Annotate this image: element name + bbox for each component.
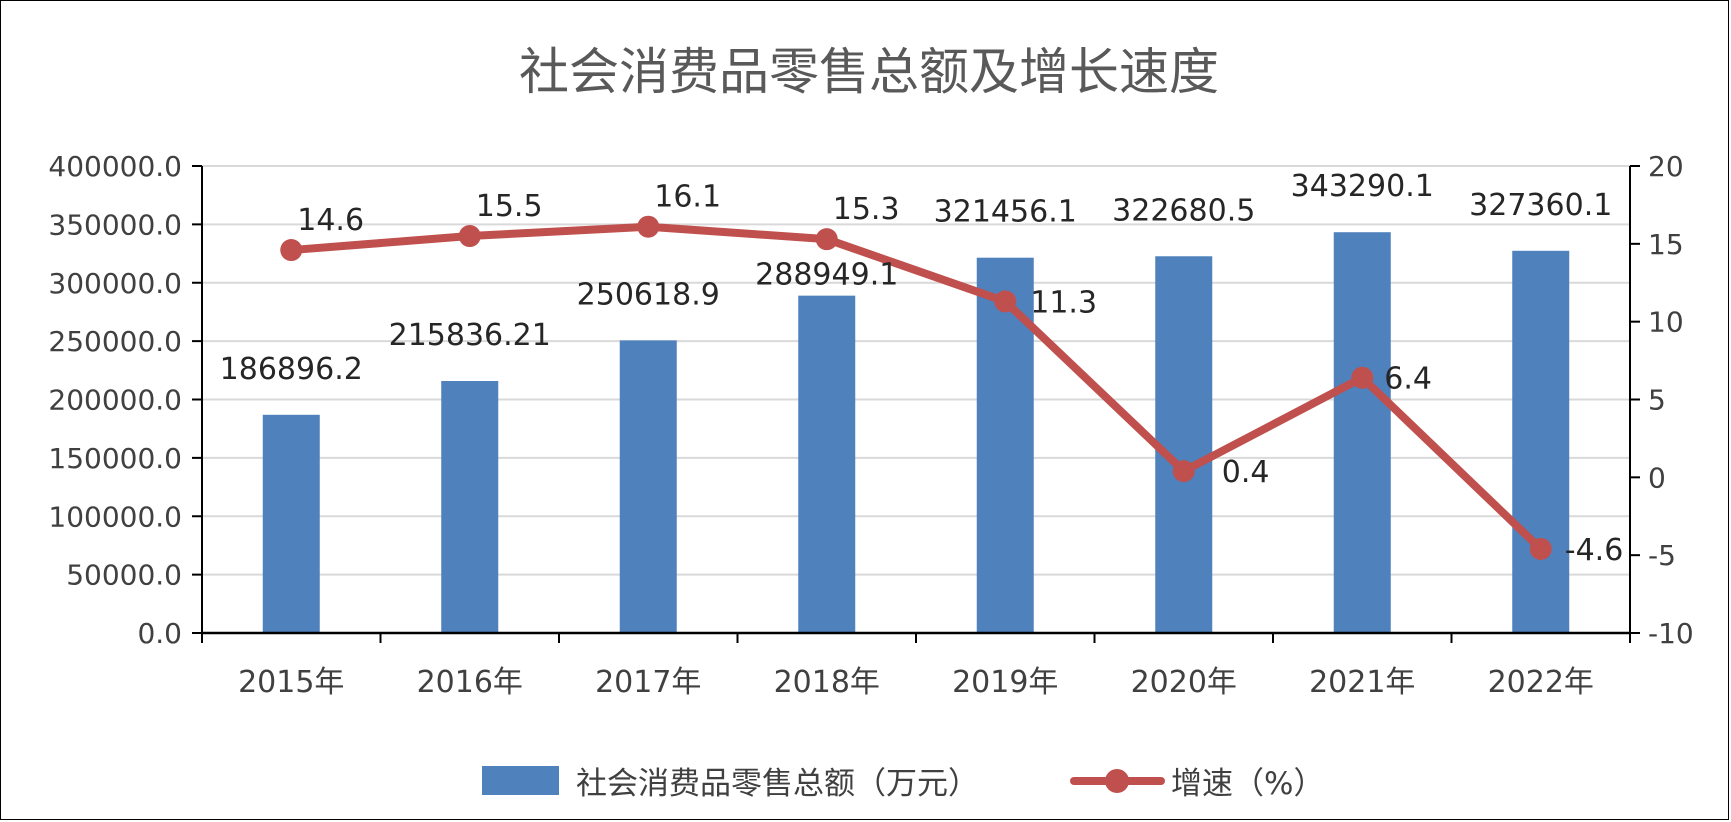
line-value-label: -4.6: [1565, 533, 1624, 568]
legend: 社会消费品零售总额（万元） 增速（%）: [482, 766, 1324, 802]
bar-2019年: [976, 257, 1034, 633]
y-left-tick-label: 50000.0: [66, 559, 182, 592]
y-left-tick-label: 300000.0: [48, 267, 182, 300]
growth-rate-point-2017年: [637, 215, 660, 238]
growth-rate-point-2019年: [994, 290, 1017, 313]
y-left-tick-label: 0.0: [137, 617, 182, 650]
growth-rate-point-2015年: [280, 239, 303, 262]
x-tick-label: 2020年: [1131, 665, 1237, 700]
bar-value-label: 250618.9: [577, 277, 720, 312]
line-value-label: 0.4: [1222, 455, 1270, 490]
bar-2021年: [1333, 232, 1391, 633]
growth-rate-line: [287, 222, 1545, 553]
bar-2022年: [1512, 250, 1570, 634]
bar-value-label: 288949.1: [755, 258, 898, 293]
bar-value-label: 321456.1: [934, 195, 1077, 230]
y-left-tick-label: 150000.0: [48, 442, 182, 475]
y-right-tick-label: 20: [1648, 150, 1684, 183]
line-value-label: 14.6: [297, 203, 364, 238]
legend-label-line: 增速（%）: [1171, 766, 1324, 802]
y-left-tick-label: 250000.0: [48, 325, 182, 358]
line-value-label: 6.4: [1384, 362, 1432, 397]
line-value-label: 15.5: [476, 189, 543, 224]
growth-rate-point-2022年: [1529, 537, 1552, 560]
bar-value-label: 322680.5: [1112, 193, 1255, 228]
chart-title: 社会消费品零售总额及增长速度: [519, 43, 1219, 101]
label-layer: 186896.2 215836.21 250618.9 288949.1 321456.…: [220, 169, 1624, 568]
bar-2018年: [798, 295, 856, 633]
y-right-tick-label: 0: [1648, 461, 1666, 494]
y-right-tick-label: 10: [1648, 306, 1684, 339]
y-right-tick-label: -5: [1648, 539, 1676, 572]
y-left-tick-label: 100000.0: [48, 500, 182, 533]
x-tick-label: 2015年: [238, 665, 344, 700]
y-left-tick-label: 200000.0: [48, 384, 182, 417]
bar-layer: [262, 232, 1570, 634]
growth-rate-point-2021年: [1351, 366, 1374, 389]
x-tick-label: 2017年: [595, 665, 701, 700]
legend-swatch-bar: [482, 766, 559, 795]
bar-value-label: 327360.1: [1469, 188, 1612, 223]
axis-layer: 0.0 50000.0 100000.0 150000.0 200000.0 250000…: [48, 150, 1693, 700]
bar-2017年: [619, 340, 677, 633]
y-left-tick-label: 400000.0: [48, 150, 182, 183]
bar-2015年: [262, 414, 320, 633]
line-value-label: 15.3: [833, 192, 900, 227]
grid-layer: [202, 165, 1630, 576]
growth-rate-point-2016年: [458, 225, 481, 248]
line-layer: [280, 215, 1552, 560]
legend-swatch-marker: [1105, 769, 1129, 793]
y-left-tick-label: 350000.0: [48, 208, 182, 241]
x-tick-label: 2016年: [417, 665, 523, 700]
x-tick-label: 2021年: [1309, 665, 1415, 700]
x-tick-label: 2019年: [952, 665, 1058, 700]
legend-label-bar: 社会消费品零售总额（万元）: [576, 766, 979, 802]
x-tick-label: 2022年: [1488, 665, 1594, 700]
x-tick-label: 2018年: [774, 665, 880, 700]
y-right-tick-label: 15: [1648, 228, 1684, 261]
growth-rate-point-2018年: [815, 228, 838, 251]
y-right-tick-label: 5: [1648, 384, 1666, 417]
growth-rate-point-2020年: [1172, 460, 1195, 483]
line-value-label: 16.1: [654, 180, 721, 215]
bar-2020年: [1155, 256, 1213, 633]
y-right-tick-label: -10: [1648, 617, 1694, 650]
bar-value-label: 215836.21: [389, 318, 551, 353]
bar-value-label: 343290.1: [1291, 169, 1434, 204]
line-value-label: 11.3: [1030, 285, 1097, 320]
bar-2016年: [441, 381, 499, 633]
bar-value-label: 186896.2: [220, 352, 363, 387]
